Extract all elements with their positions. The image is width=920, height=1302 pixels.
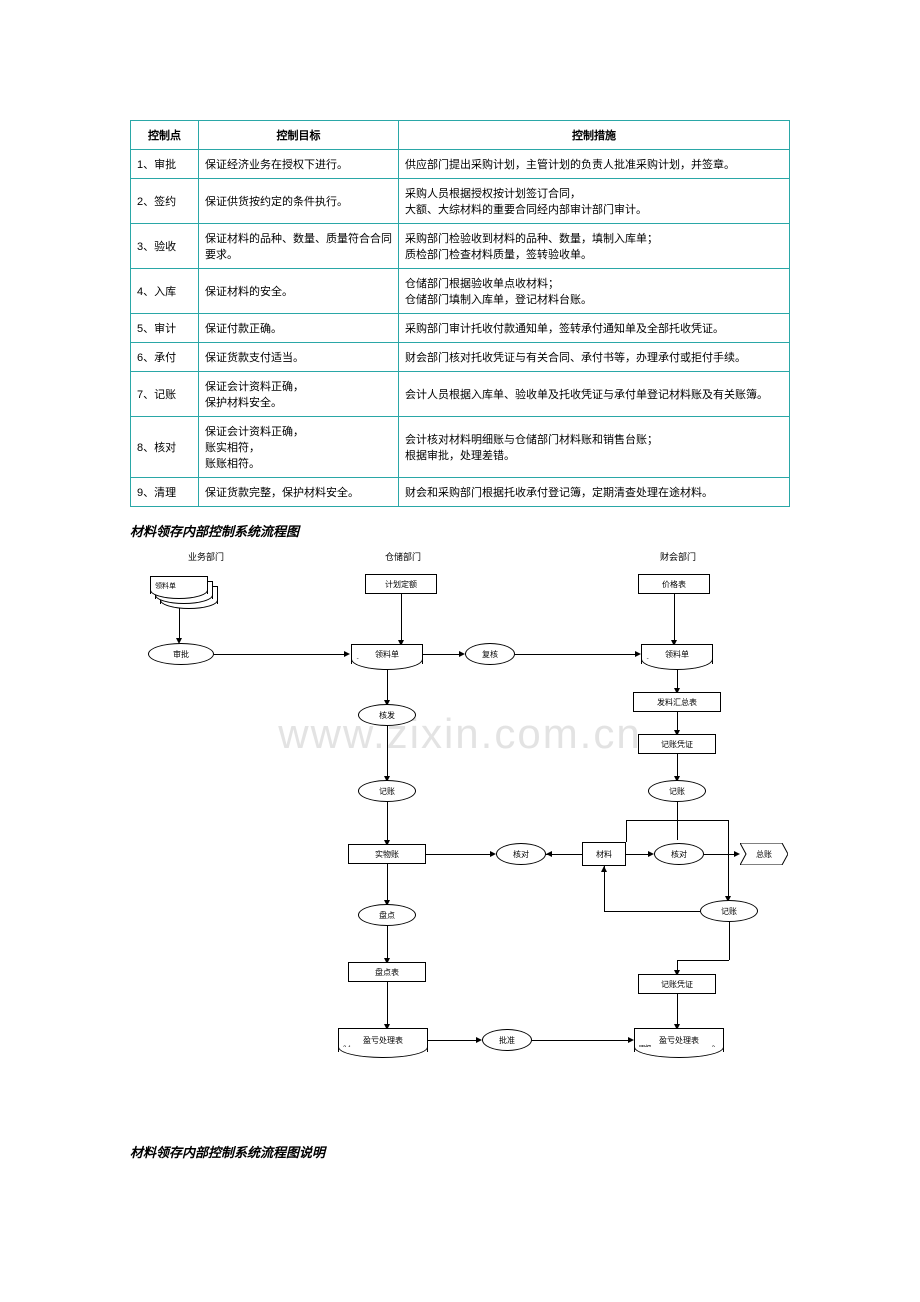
control-table: 控制点 控制目标 控制措施 1、审批保证经济业务在授权下进行。供应部门提出采购计…	[130, 120, 790, 507]
table-row-measure: 财会部门核对托收凭证与有关合同、承付书等，办理承付或拒付手续。	[399, 343, 790, 372]
table-row-point: 7、记账	[131, 372, 199, 417]
table-row-measure: 采购人员根据授权按计划签订合同，大额、大综材料的重要合同经内部审计部门审计。	[399, 179, 790, 224]
table-row-goal: 保证付款正确。	[199, 314, 399, 343]
jihua: 计划定额	[365, 574, 437, 594]
table-row-goal: 保证货款完整，保护材料安全。	[199, 478, 399, 507]
table-row-point: 9、清理	[131, 478, 199, 507]
table-row-point: 5、审计	[131, 314, 199, 343]
jzpz: 记账凭证	[638, 734, 716, 754]
pizhun: 批准	[482, 1029, 532, 1051]
col-store: 仓储部门	[385, 550, 421, 563]
table-row-point: 2、签约	[131, 179, 199, 224]
zongzhang: 总账	[740, 843, 788, 865]
jizhang1: 记账	[358, 780, 416, 802]
table-row-measure: 会计人员根据入库单、验收单及托收凭证与承付单登记材料账及有关账簿。	[399, 372, 790, 417]
lingliao3: 领料单 2	[641, 644, 713, 664]
table-row-measure: 采购部门检验收到材料的品种、数量，填制入库单；质检部门检查材料质量，签转验收单。	[399, 224, 790, 269]
hedui1: 核对	[496, 843, 546, 865]
table-row-goal: 保证经济业务在授权下进行。	[199, 150, 399, 179]
table-row-point: 8、核对	[131, 417, 199, 478]
col-header-3: 控制措施	[399, 121, 790, 150]
jizhang2: 记账	[648, 780, 706, 802]
col-header-1: 控制点	[131, 121, 199, 150]
lingliao2: 领料单 2	[351, 644, 423, 664]
jizhang3: 记账	[700, 900, 758, 922]
table-row-measure: 供应部门提出采购计划，主管计划的负责人批准采购计划，并签章。	[399, 150, 790, 179]
yingkui2: 盈亏处理表 明细 2	[634, 1028, 724, 1052]
table-row-point: 3、验收	[131, 224, 199, 269]
fahui: 发料汇总表	[633, 692, 721, 712]
table-row-goal: 保证供货按约定的条件执行。	[199, 179, 399, 224]
jiage: 价格表	[638, 574, 710, 594]
table-row-measure: 财会和采购部门根据托收承付登记簿，定期清查处理在途材料。	[399, 478, 790, 507]
col-fin: 财会部门	[660, 550, 696, 563]
shenpi: 审批	[148, 643, 214, 665]
hefa: 核发	[358, 704, 416, 726]
yingkui1: 盈亏处理表 2 1	[338, 1028, 428, 1052]
table-row-measure: 仓储部门根据验收单点收材料；仓储部门填制入库单，登记材料台账。	[399, 269, 790, 314]
jzpz2: 记账凭证	[638, 974, 716, 994]
table-row-goal: 保证材料的安全。	[199, 269, 399, 314]
table-row-point: 4、入库	[131, 269, 199, 314]
table-row-measure: 会计核对材料明细账与仓储部门材料账和销售台账；根据审批，处理差错。	[399, 417, 790, 478]
cailiao: 材料	[582, 842, 626, 866]
table-row-measure: 采购部门审计托收付款通知单，签转承付通知单及全部托收凭证。	[399, 314, 790, 343]
flowchart: 业务部门 仓储部门 财会部门 领料单 审批 计划定额 领料单 2 复核 核发 记…	[130, 546, 790, 1116]
table-row-goal: 保证货款支付适当。	[199, 343, 399, 372]
pandian: 盘点	[358, 904, 416, 926]
table-row-point: 6、承付	[131, 343, 199, 372]
pandianbiao: 盘点表	[348, 962, 426, 982]
flowchart-title: 材料领存内部控制系统流程图	[130, 521, 790, 540]
table-row-goal: 保证会计资料正确，保护材料安全。	[199, 372, 399, 417]
col-biz: 业务部门	[188, 550, 224, 563]
table-row-point: 1、审批	[131, 150, 199, 179]
table-row-goal: 保证会计资料正确，账实相符，账账相符。	[199, 417, 399, 478]
hedui2: 核对	[654, 843, 704, 865]
shiwu: 实物账	[348, 844, 426, 864]
fuhe: 复核	[465, 643, 515, 665]
col-header-2: 控制目标	[199, 121, 399, 150]
table-row-goal: 保证材料的品种、数量、质量符合合同要求。	[199, 224, 399, 269]
explain-title: 材料领存内部控制系统流程图说明	[130, 1142, 790, 1161]
